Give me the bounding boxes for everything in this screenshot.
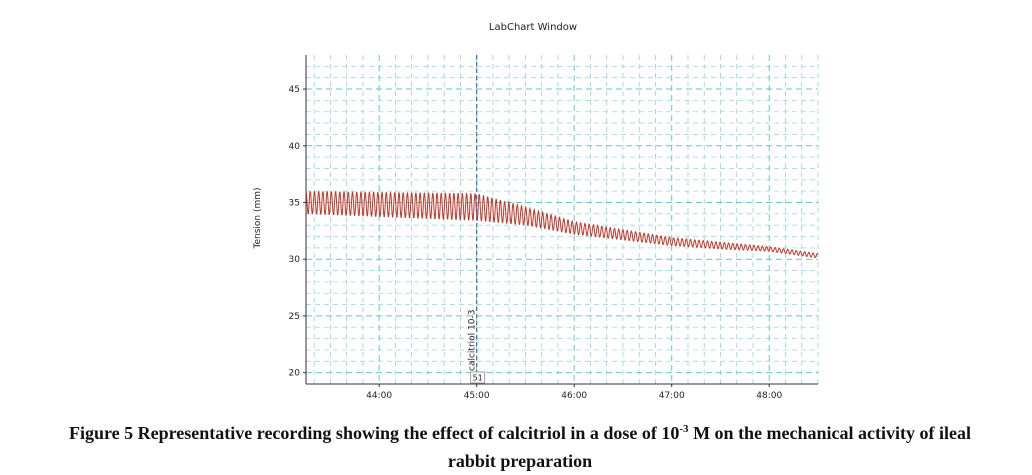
axes (305, 55, 818, 385)
event-marker-number: 51 (473, 374, 483, 383)
y-tick-label: 30 (289, 255, 301, 265)
chart: LabChart Window Tension (mm) calcitriol … (253, 22, 819, 401)
event-marker-box (470, 371, 486, 384)
chart-title: LabChart Window (489, 22, 577, 33)
series-line (305, 191, 819, 259)
grid (306, 55, 819, 384)
x-tick-label: 48:00 (756, 391, 782, 401)
x-tick-label: 46:00 (561, 391, 587, 401)
x-tick-label: 47:00 (659, 391, 685, 401)
x-tick-label: 45:00 (464, 391, 490, 401)
x-tick-label: 44:00 (366, 391, 392, 401)
caption-part1: Figure 5 Representative recording showin… (68, 423, 680, 443)
y-tick-label: 45 (289, 85, 300, 95)
caption-superscript: -3 (679, 423, 689, 435)
y-tick-label: 35 (289, 198, 300, 208)
annotations: calcitriol 10-3 51 (468, 55, 486, 384)
tick-labels: 44:00 45:00 46:00 47:00 48:00 20 25 30 35 40 45 (289, 85, 783, 401)
event-marker-label: calcitriol 10-3 (468, 310, 478, 371)
y-tick-label: 20 (289, 369, 301, 379)
series (305, 191, 819, 259)
figure-caption: Figure 5 Representative recording showin… (20, 419, 1020, 475)
y-tick-label: 25 (289, 312, 300, 322)
y-axis-label: Tension (mm) (253, 187, 263, 249)
caption-line2: rabbit preparation (447, 451, 593, 471)
y-tick-label: 40 (289, 142, 301, 152)
caption-part2: M on the mechanical activity of ileal (688, 423, 972, 443)
